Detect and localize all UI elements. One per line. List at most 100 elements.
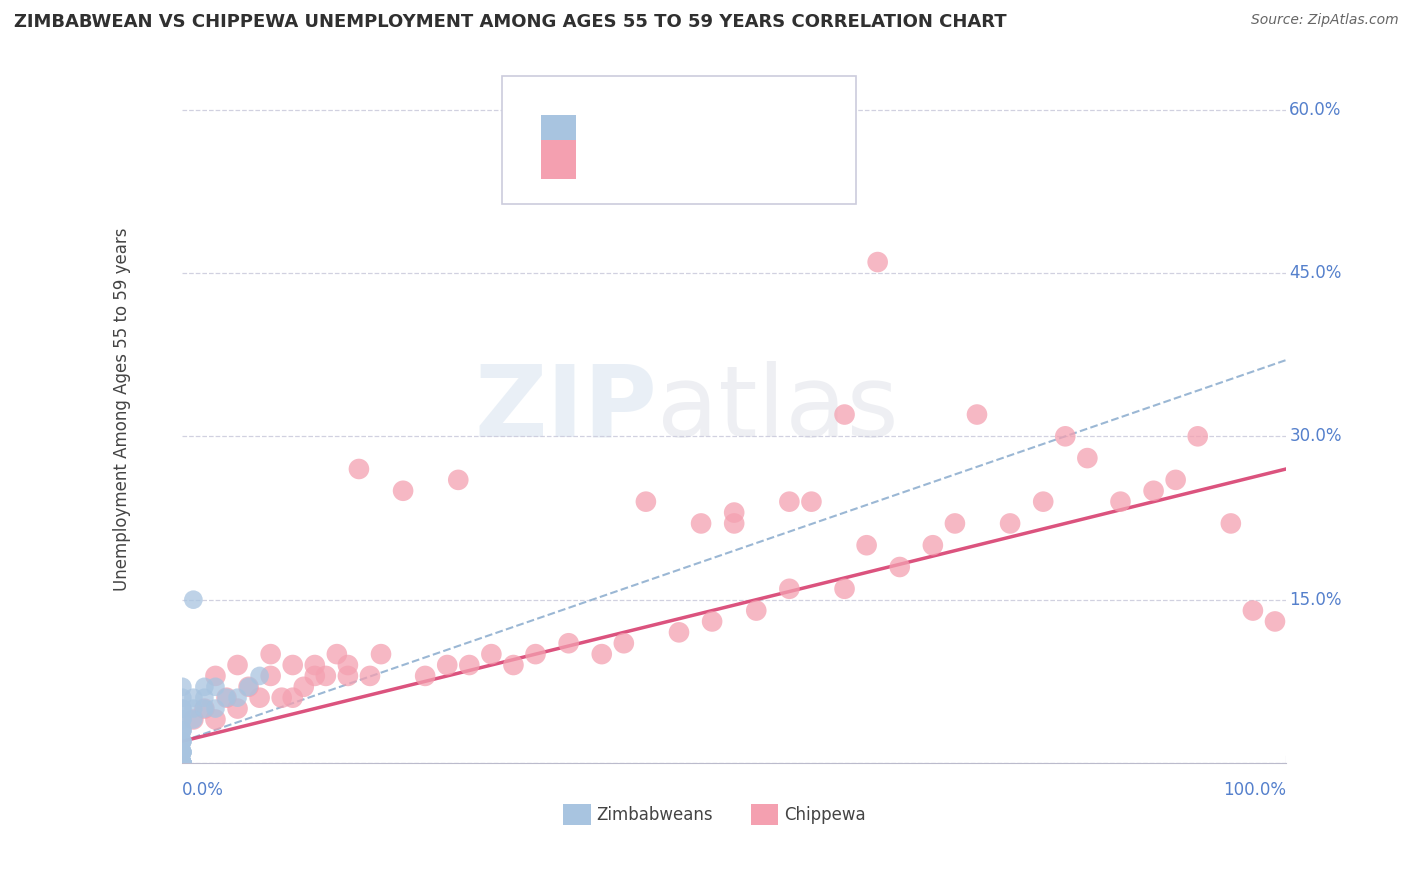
- Point: [1241, 603, 1264, 617]
- Point: [226, 658, 249, 673]
- Point: [183, 592, 205, 607]
- Point: [281, 690, 304, 705]
- FancyBboxPatch shape: [541, 140, 576, 179]
- Point: [458, 658, 481, 673]
- Point: [304, 658, 326, 673]
- Point: [172, 723, 194, 738]
- Point: [855, 538, 877, 552]
- Point: [249, 690, 271, 705]
- Point: [966, 408, 988, 422]
- Point: [226, 701, 249, 715]
- Point: [336, 658, 359, 673]
- Point: [183, 701, 205, 715]
- Point: [1264, 615, 1286, 629]
- Point: [613, 636, 636, 650]
- Point: [172, 734, 194, 748]
- Point: [183, 713, 205, 727]
- Point: [172, 723, 194, 738]
- Point: [998, 516, 1021, 531]
- Text: R = 0.437   N = 64: R = 0.437 N = 64: [593, 151, 763, 169]
- Point: [204, 701, 226, 715]
- FancyBboxPatch shape: [541, 115, 576, 154]
- Point: [447, 473, 470, 487]
- Point: [634, 494, 657, 508]
- Point: [1164, 473, 1187, 487]
- Point: [215, 690, 238, 705]
- Text: 15.0%: 15.0%: [1289, 591, 1341, 608]
- Point: [1219, 516, 1241, 531]
- Point: [723, 516, 745, 531]
- Point: [172, 756, 194, 770]
- Point: [249, 669, 271, 683]
- Point: [800, 494, 823, 508]
- Point: [315, 669, 337, 683]
- FancyBboxPatch shape: [751, 804, 779, 825]
- Point: [172, 745, 194, 759]
- Point: [204, 680, 226, 694]
- Point: [1187, 429, 1209, 443]
- Point: [866, 255, 889, 269]
- Text: 60.0%: 60.0%: [1289, 101, 1341, 119]
- Point: [226, 690, 249, 705]
- Point: [359, 669, 381, 683]
- Point: [413, 669, 436, 683]
- Point: [172, 756, 194, 770]
- Point: [921, 538, 943, 552]
- Point: [778, 494, 800, 508]
- Point: [557, 636, 579, 650]
- Point: [281, 658, 304, 673]
- Point: [193, 680, 215, 694]
- Point: [690, 516, 713, 531]
- Point: [172, 713, 194, 727]
- Point: [172, 756, 194, 770]
- Text: R = 0.059   N = 40: R = 0.059 N = 40: [593, 126, 763, 144]
- Point: [668, 625, 690, 640]
- Point: [1076, 451, 1098, 466]
- FancyBboxPatch shape: [564, 804, 591, 825]
- Point: [259, 669, 281, 683]
- Point: [172, 756, 194, 770]
- Point: [193, 701, 215, 715]
- Point: [591, 647, 613, 661]
- Point: [183, 690, 205, 705]
- Point: [172, 723, 194, 738]
- Point: [172, 690, 194, 705]
- Point: [238, 680, 260, 694]
- Text: 0.0%: 0.0%: [183, 780, 224, 798]
- Text: Unemployment Among Ages 55 to 59 years: Unemployment Among Ages 55 to 59 years: [112, 227, 131, 591]
- Point: [172, 756, 194, 770]
- Point: [778, 582, 800, 596]
- Text: atlas: atlas: [657, 360, 898, 458]
- Point: [172, 701, 194, 715]
- Point: [172, 756, 194, 770]
- Point: [193, 690, 215, 705]
- Point: [172, 756, 194, 770]
- Text: 30.0%: 30.0%: [1289, 427, 1341, 445]
- Text: Source: ZipAtlas.com: Source: ZipAtlas.com: [1251, 13, 1399, 28]
- Point: [347, 462, 370, 476]
- Point: [292, 680, 315, 694]
- Point: [326, 647, 349, 661]
- Point: [524, 647, 547, 661]
- Point: [193, 701, 215, 715]
- Text: 45.0%: 45.0%: [1289, 264, 1341, 282]
- Point: [1054, 429, 1077, 443]
- Point: [889, 560, 911, 574]
- Point: [834, 408, 856, 422]
- Point: [172, 701, 194, 715]
- Point: [745, 603, 768, 617]
- Point: [204, 713, 226, 727]
- Point: [336, 669, 359, 683]
- Point: [172, 734, 194, 748]
- Point: [723, 506, 745, 520]
- Point: [204, 669, 226, 683]
- Text: 100.0%: 100.0%: [1223, 780, 1286, 798]
- Point: [238, 680, 260, 694]
- Point: [1109, 494, 1132, 508]
- Point: [502, 658, 524, 673]
- Point: [479, 647, 502, 661]
- Point: [370, 647, 392, 661]
- Point: [172, 756, 194, 770]
- Point: [172, 756, 194, 770]
- Text: Zimbabweans: Zimbabweans: [596, 805, 713, 823]
